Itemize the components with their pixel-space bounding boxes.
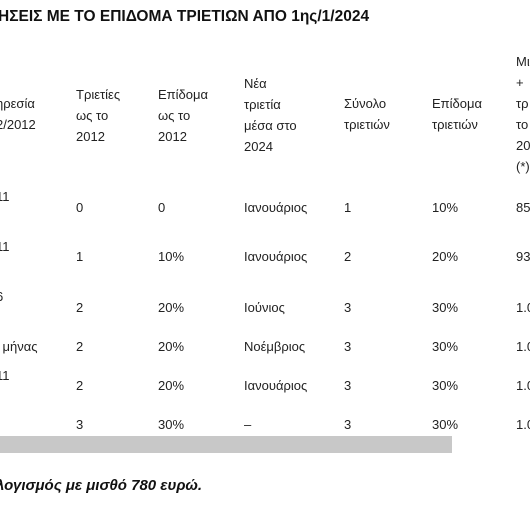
table-cell: 2 — [344, 248, 352, 264]
table-cell: 1.0 — [516, 416, 530, 432]
scrollbar — [0, 436, 452, 453]
table-cell: 6 — [0, 286, 3, 307]
table-cell: 3 — [344, 416, 352, 432]
table-cell: 11 — [0, 367, 10, 383]
table-cell: 20% — [158, 338, 185, 354]
table-cell: 85 — [516, 199, 530, 215]
table-cell: Νοέμβριος — [244, 338, 306, 354]
header-cell: μέσα στο — [244, 118, 297, 133]
table-cell: 20% — [158, 299, 185, 315]
header-cell: 2012 — [76, 128, 105, 144]
header-cell: 2012 — [158, 128, 187, 144]
header-cell: 2024 — [244, 139, 273, 154]
table-cell: 1.0 — [516, 377, 530, 393]
header-cell: Νέα — [244, 76, 267, 91]
table-cell: 20% — [432, 248, 459, 264]
table-cell: 11 — [0, 238, 10, 254]
header-cell: τρ — [516, 96, 529, 111]
header-cell: Επίδομα — [158, 86, 209, 102]
header-cell: Σύνολο — [344, 96, 387, 111]
table-cell: 10% — [158, 248, 185, 264]
header-cell: ως το — [158, 107, 191, 123]
table-cell: 30% — [432, 416, 459, 432]
header-cell: τριετιών — [432, 117, 478, 132]
table-cell: 2 — [76, 377, 84, 393]
header-cell: Τριετίες — [76, 86, 121, 102]
table-cell: 1 — [344, 199, 352, 215]
table-cell: Ιούνιος — [244, 299, 285, 315]
table-cell: 30% — [158, 416, 185, 432]
table-cell: 1.0 — [516, 299, 530, 315]
table-cell: 1.0 — [516, 338, 530, 354]
table-cell: 2 — [76, 299, 84, 315]
header-cell: 2/2012 — [0, 117, 36, 132]
table-cell: 11 — [0, 188, 10, 204]
table-title: ΗΣΕΙΣ ΜΕ ΤΟ ΕΠΙΔΟΜΑ ΤΡΙΕΤΙΩΝ ΑΠΟ 1ης/1/2… — [0, 8, 370, 25]
header-cell: Επίδομα — [432, 96, 483, 111]
table-cell: 10% — [432, 199, 459, 215]
header-cell: ηρεσία — [0, 96, 35, 111]
table-cell: Ιανουάριος — [244, 248, 308, 264]
table-cell: 2 — [76, 338, 84, 354]
table-cell: 3 — [344, 299, 352, 315]
table-cell: 3 — [344, 338, 352, 354]
header-cell: τριετία — [244, 97, 281, 112]
table-cell: 93 — [516, 248, 530, 264]
table-cell: 20% — [158, 377, 185, 393]
header-cell: + — [516, 75, 524, 90]
footnote: λογισμός με μισθό 780 ευρώ. — [0, 477, 203, 494]
table-cell: 30% — [432, 338, 459, 354]
header-cell: τριετιών — [344, 117, 390, 132]
table-cell: 0 — [158, 199, 166, 215]
header-cell: (*) — [516, 159, 530, 174]
table-cell: 0 — [76, 199, 84, 215]
header-cell: ως το — [76, 107, 109, 123]
table-cell: 3 — [76, 416, 84, 432]
table-cell: 30% — [432, 377, 459, 393]
table-cell: 3 — [344, 377, 352, 393]
header-cell: το — [516, 117, 529, 132]
table-cell: ι μήνας — [0, 338, 38, 354]
table-cell: – — [244, 416, 252, 432]
header-cell: 20 — [516, 138, 530, 153]
header-cell: Μι — [516, 54, 530, 69]
table-cell: Ιανουάριος — [244, 377, 308, 393]
table-cell: 30% — [432, 299, 459, 315]
table-cell: 1 — [76, 248, 84, 264]
table-cell: Ιανουάριος — [244, 199, 308, 215]
